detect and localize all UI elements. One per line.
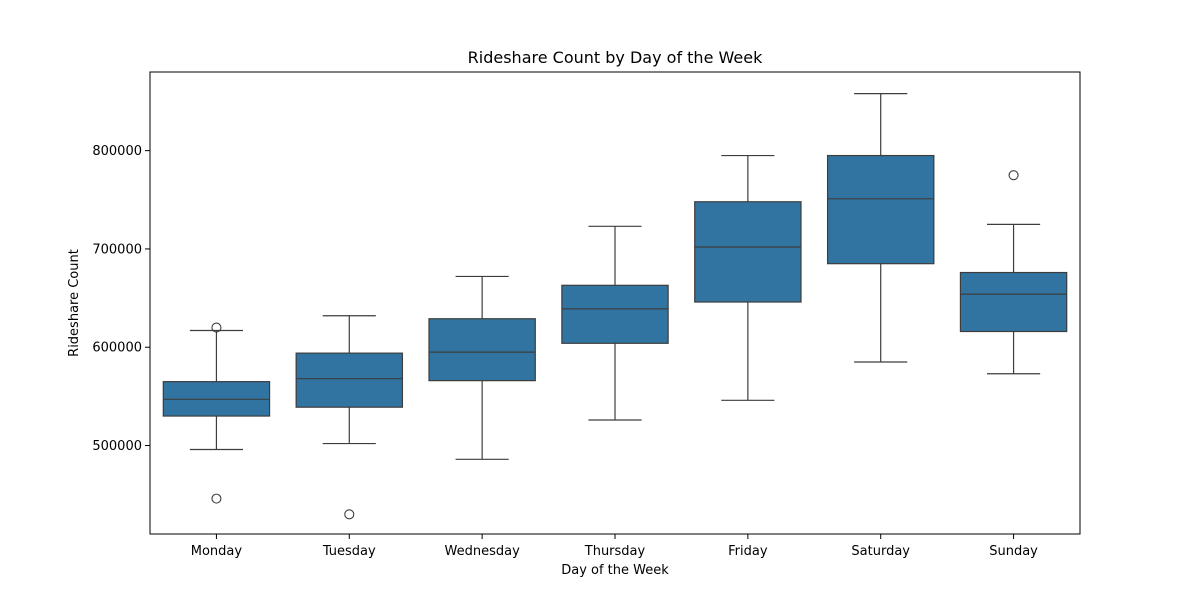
box-thursday (561, 284, 669, 344)
outlier-point-monday (211, 322, 222, 333)
box-friday (694, 201, 802, 303)
y-tick-label: 500000 (92, 439, 142, 454)
box-tuesday (295, 352, 404, 408)
box-saturday (826, 154, 935, 265)
x-tick-label-wednesday: Wednesday (445, 544, 521, 559)
box-wednesday (428, 318, 536, 382)
x-tick-label-friday: Friday (728, 544, 768, 559)
y-tick-label: 700000 (92, 242, 142, 257)
x-tick-label-saturday: Saturday (851, 544, 910, 559)
outlier-point-sunday (1008, 170, 1019, 181)
x-tick-label-monday: Monday (191, 544, 243, 559)
y-tick-label: 800000 (92, 144, 142, 159)
plot-frame (149, 71, 1081, 535)
y-axis-title: Rideshare Count (67, 249, 82, 357)
y-tick-label: 600000 (92, 341, 142, 356)
chart-title: Rideshare Count by Day of the Week (468, 48, 763, 67)
box-sunday (959, 271, 1068, 333)
x-tick-label-thursday: Thursday (584, 544, 646, 559)
x-tick-label-tuesday: Tuesday (322, 544, 376, 559)
outlier-point-tuesday (344, 509, 355, 520)
x-tick-label-sunday: Sunday (989, 544, 1038, 559)
outlier-point-monday (211, 493, 222, 504)
plot-area: 500000 600000 700000 800000 Monday Tuesday Wed… (92, 93, 1068, 559)
x-axis-title: Day of the Week (561, 563, 669, 578)
